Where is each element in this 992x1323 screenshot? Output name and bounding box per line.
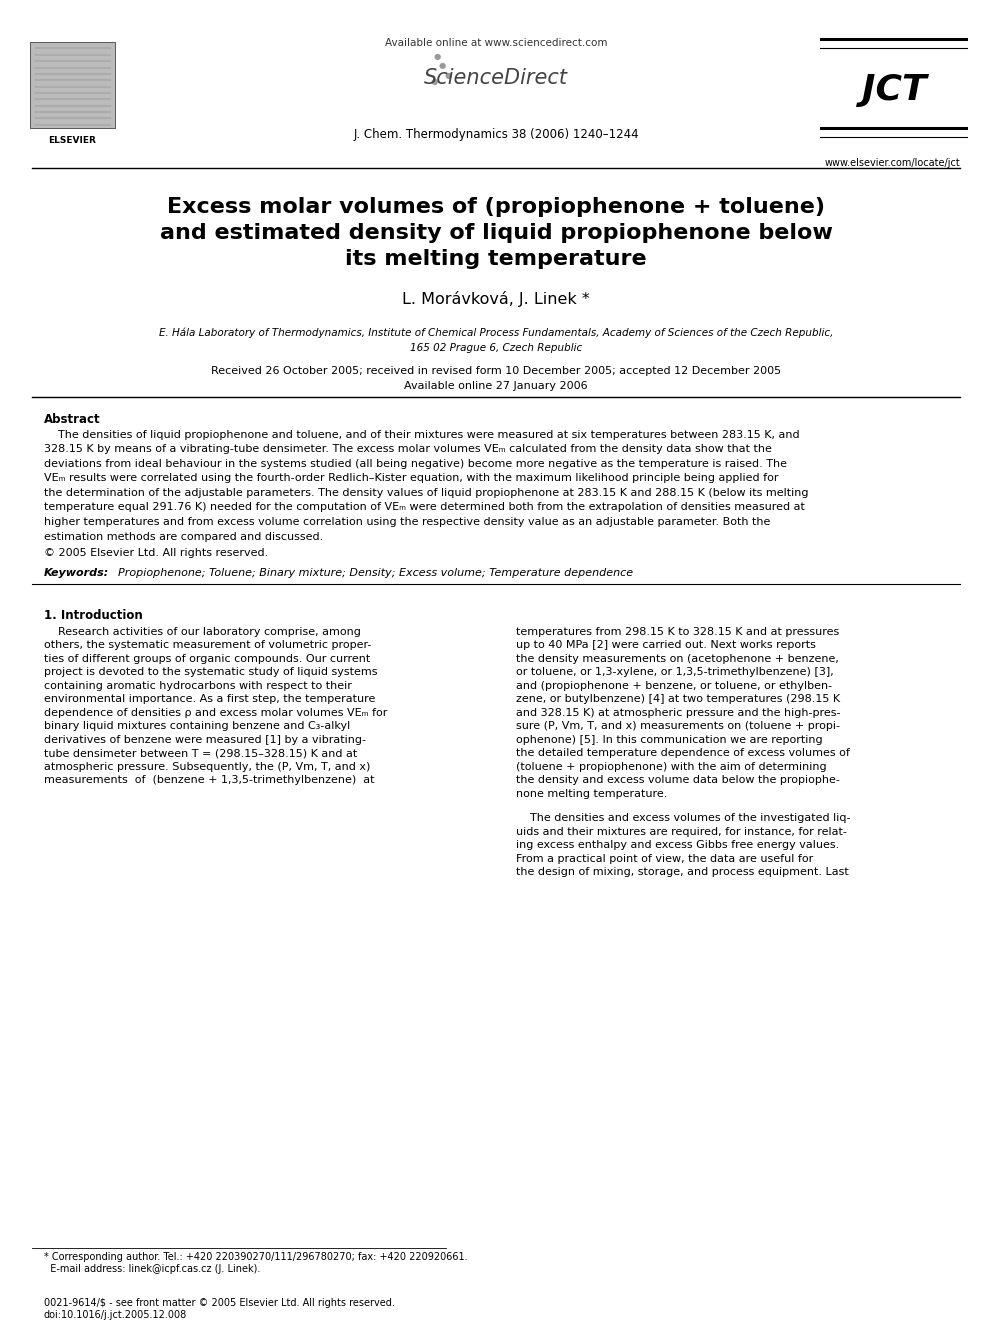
Text: containing aromatic hydrocarbons with respect to their: containing aromatic hydrocarbons with re… xyxy=(44,681,351,691)
Text: uids and their mixtures are required, for instance, for relat-: uids and their mixtures are required, fo… xyxy=(516,827,847,837)
Text: 165 02 Prague 6, Czech Republic: 165 02 Prague 6, Czech Republic xyxy=(410,343,582,353)
Text: * Corresponding author. Tel.: +420 220390270/111/296780270; fax: +420 220920661.: * Corresponding author. Tel.: +420 22039… xyxy=(44,1252,467,1262)
Text: the density measurements on (acetophenone + benzene,: the density measurements on (acetophenon… xyxy=(516,654,838,664)
Text: the design of mixing, storage, and process equipment. Last: the design of mixing, storage, and proce… xyxy=(516,868,848,877)
Text: Propiophenone; Toluene; Binary mixture; Density; Excess volume; Temperature depe: Propiophenone; Toluene; Binary mixture; … xyxy=(111,568,633,578)
Text: binary liquid mixtures containing benzene and C₃-alkyl: binary liquid mixtures containing benzen… xyxy=(44,721,350,732)
Text: and 328.15 K) at atmospheric pressure and the high-pres-: and 328.15 K) at atmospheric pressure an… xyxy=(516,708,840,718)
Text: and (propiophenone + benzene, or toluene, or ethylben-: and (propiophenone + benzene, or toluene… xyxy=(516,681,832,691)
Text: www.elsevier.com/locate/jct: www.elsevier.com/locate/jct xyxy=(824,157,960,168)
Text: deviations from ideal behaviour in the systems studied (all being negative) beco: deviations from ideal behaviour in the s… xyxy=(44,459,787,468)
Text: ●: ● xyxy=(438,61,446,70)
Text: sure (P, Vm, T, and x) measurements on (toluene + propi-: sure (P, Vm, T, and x) measurements on (… xyxy=(516,721,840,732)
Text: estimation methods are compared and discussed.: estimation methods are compared and disc… xyxy=(44,532,323,541)
Text: L. Morávková, J. Linek *: L. Morávková, J. Linek * xyxy=(402,291,590,307)
Text: atmospheric pressure. Subsequently, the (P, Vm, T, and x): atmospheric pressure. Subsequently, the … xyxy=(44,762,370,773)
Text: The densities of liquid propiophenone and toluene, and of their mixtures were me: The densities of liquid propiophenone an… xyxy=(44,430,800,441)
Text: temperature equal 291.76 K) needed for the computation of VEₘ were determined bo: temperature equal 291.76 K) needed for t… xyxy=(44,503,805,512)
Text: higher temperatures and from excess volume correlation using the respective dens: higher temperatures and from excess volu… xyxy=(44,517,770,527)
Text: ●: ● xyxy=(444,70,452,79)
Text: up to 40 MPa [2] were carried out. Next works reports: up to 40 MPa [2] were carried out. Next … xyxy=(516,640,815,651)
Text: Abstract: Abstract xyxy=(44,413,100,426)
Text: Received 26 October 2005; received in revised form 10 December 2005; accepted 12: Received 26 October 2005; received in re… xyxy=(211,366,781,376)
Text: zene, or butylbenzene) [4] at two temperatures (298.15 K: zene, or butylbenzene) [4] at two temper… xyxy=(516,695,840,705)
Text: The densities and excess volumes of the investigated liq-: The densities and excess volumes of the … xyxy=(516,814,850,823)
Text: Available online at www.sciencedirect.com: Available online at www.sciencedirect.co… xyxy=(385,38,607,48)
Text: JCT: JCT xyxy=(862,73,927,107)
Text: the density and excess volume data below the propiophe-: the density and excess volume data below… xyxy=(516,775,839,786)
Text: or toluene, or 1,3-xylene, or 1,3,5-trimethylbenzene) [3],: or toluene, or 1,3-xylene, or 1,3,5-trim… xyxy=(516,668,833,677)
Text: temperatures from 298.15 K to 328.15 K and at pressures: temperatures from 298.15 K to 328.15 K a… xyxy=(516,627,839,636)
Text: Keywords:: Keywords: xyxy=(44,568,109,578)
Text: derivatives of benzene were measured [1] by a vibrating-: derivatives of benzene were measured [1]… xyxy=(44,736,366,745)
Text: ScienceDirect: ScienceDirect xyxy=(424,67,568,89)
Text: E. Hála Laboratory of Thermodynamics, Institute of Chemical Process Fundamentals: E. Hála Laboratory of Thermodynamics, In… xyxy=(159,328,833,339)
Text: ●: ● xyxy=(434,52,441,61)
Text: Excess molar volumes of (propiophenone + toluene): Excess molar volumes of (propiophenone +… xyxy=(167,197,825,217)
Text: VEₘ results were correlated using the fourth-order Redlich–Kister equation, with: VEₘ results were correlated using the fo… xyxy=(44,474,778,483)
Text: ing excess enthalpy and excess Gibbs free energy values.: ing excess enthalpy and excess Gibbs fre… xyxy=(516,840,839,851)
Text: measurements  of  (benzene + 1,3,5-trimethylbenzene)  at: measurements of (benzene + 1,3,5-trimeth… xyxy=(44,775,374,786)
Text: others, the systematic measurement of volumetric proper-: others, the systematic measurement of vo… xyxy=(44,640,371,651)
Text: Research activities of our laboratory comprise, among: Research activities of our laboratory co… xyxy=(44,627,360,636)
Text: environmental importance. As a first step, the temperature: environmental importance. As a first ste… xyxy=(44,695,375,705)
Text: the determination of the adjustable parameters. The density values of liquid pro: the determination of the adjustable para… xyxy=(44,488,808,497)
Text: © 2005 Elsevier Ltd. All rights reserved.: © 2005 Elsevier Ltd. All rights reserved… xyxy=(44,548,268,558)
Text: (toluene + propiophenone) with the aim of determining: (toluene + propiophenone) with the aim o… xyxy=(516,762,826,773)
Text: doi:10.1016/j.jct.2005.12.008: doi:10.1016/j.jct.2005.12.008 xyxy=(44,1310,186,1320)
Text: ties of different groups of organic compounds. Our current: ties of different groups of organic comp… xyxy=(44,654,370,664)
Text: 328.15 K by means of a vibrating-tube densimeter. The excess molar volumes VEₘ c: 328.15 K by means of a vibrating-tube de… xyxy=(44,445,772,455)
Text: project is devoted to the systematic study of liquid systems: project is devoted to the systematic stu… xyxy=(44,668,377,677)
Text: 0021-9614/$ - see front matter © 2005 Elsevier Ltd. All rights reserved.: 0021-9614/$ - see front matter © 2005 El… xyxy=(44,1298,395,1308)
Bar xyxy=(30,42,115,128)
Text: and estimated density of liquid propiophenone below: and estimated density of liquid propioph… xyxy=(160,224,832,243)
Text: From a practical point of view, the data are useful for: From a practical point of view, the data… xyxy=(516,853,813,864)
Text: none melting temperature.: none melting temperature. xyxy=(516,789,668,799)
Text: tube densimeter between T = (298.15–328.15) K and at: tube densimeter between T = (298.15–328.… xyxy=(44,749,357,758)
Text: ●: ● xyxy=(431,77,438,86)
Text: J. Chem. Thermodynamics 38 (2006) 1240–1244: J. Chem. Thermodynamics 38 (2006) 1240–1… xyxy=(353,128,639,142)
Text: Available online 27 January 2006: Available online 27 January 2006 xyxy=(404,381,588,392)
Text: E-mail address: linek@icpf.cas.cz (J. Linek).: E-mail address: linek@icpf.cas.cz (J. Li… xyxy=(44,1263,260,1274)
Text: its melting temperature: its melting temperature xyxy=(345,249,647,269)
Text: the detailed temperature dependence of excess volumes of: the detailed temperature dependence of e… xyxy=(516,749,850,758)
Text: ophenone) [5]. In this communication we are reporting: ophenone) [5]. In this communication we … xyxy=(516,736,822,745)
Text: ELSEVIER: ELSEVIER xyxy=(49,136,96,146)
Text: dependence of densities ρ and excess molar volumes VEₘ for: dependence of densities ρ and excess mol… xyxy=(44,708,387,718)
Text: 1. Introduction: 1. Introduction xyxy=(44,609,143,622)
